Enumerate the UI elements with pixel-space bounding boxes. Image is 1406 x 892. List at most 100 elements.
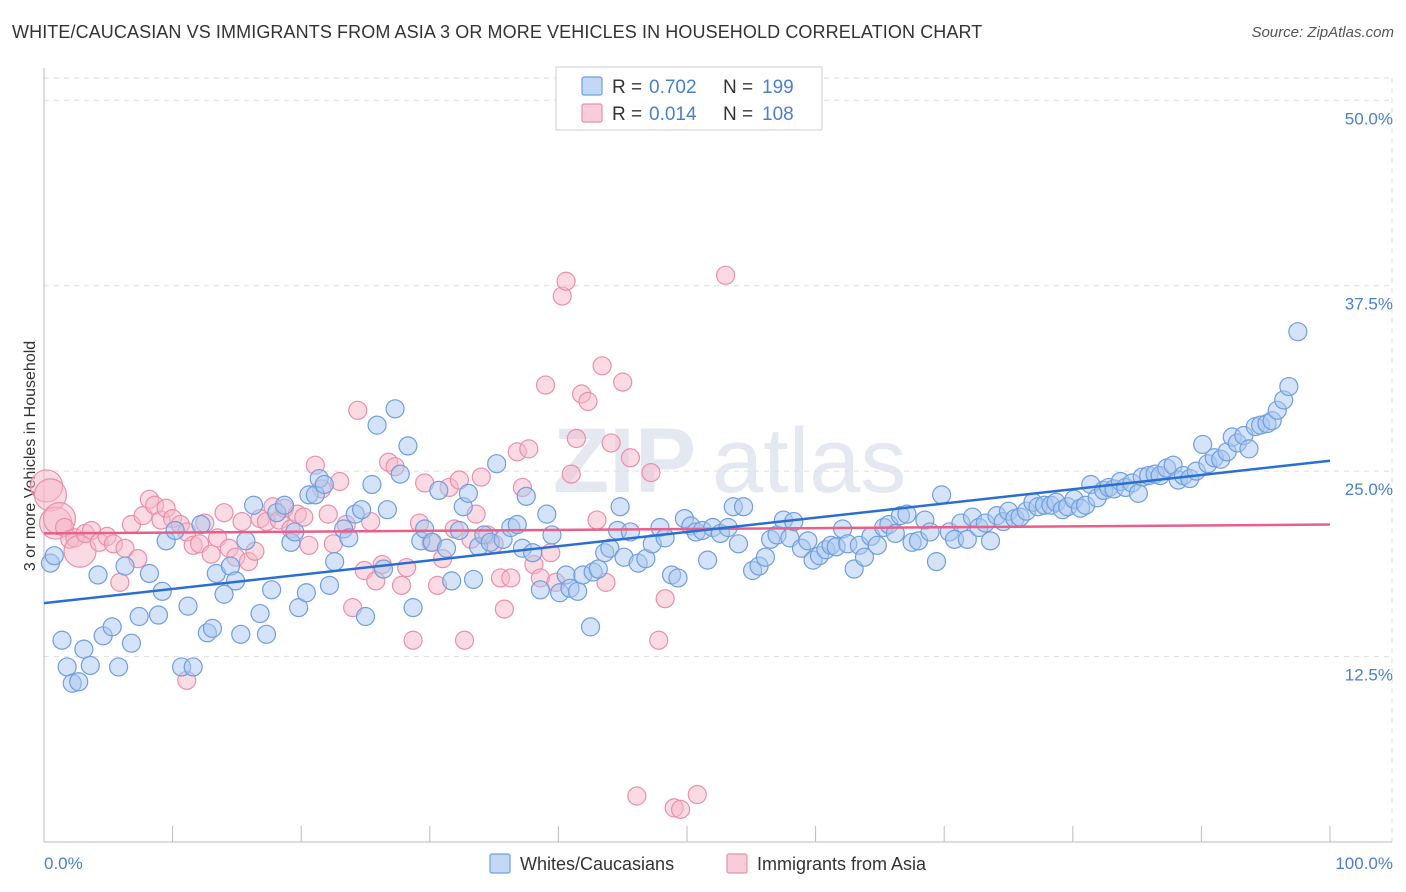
- point-whites-115: [733, 497, 754, 517]
- point-whites-181: [1128, 483, 1148, 503]
- point-whites-66: [442, 571, 462, 591]
- point-asia-48: [318, 504, 338, 524]
- point-whites-79: [516, 486, 536, 506]
- point-asia-60: [391, 575, 412, 595]
- point-whites-192: [1193, 434, 1213, 455]
- watermark: ZIP atlas: [553, 410, 906, 512]
- point-asia-53: [348, 400, 368, 420]
- point-whites-81: [530, 580, 550, 600]
- series-legend-label-whites: Whites/Caucasians: [520, 854, 674, 874]
- point-asia-100: [627, 786, 647, 806]
- point-whites-53: [362, 474, 382, 495]
- series-legend: Whites/Caucasians Immigrants from Asia: [489, 853, 927, 874]
- point-asia-50: [330, 471, 350, 492]
- point-asia-44: [294, 507, 314, 527]
- point-asia-99: [620, 448, 641, 468]
- point-whites-40: [289, 598, 309, 618]
- point-asia-45: [299, 535, 319, 555]
- legend-n-label-1: N =: [723, 104, 753, 125]
- chart-source: Source: ZipAtlas.com: [1251, 24, 1394, 41]
- point-whites-83: [542, 525, 562, 545]
- point-whites-207: [1279, 376, 1299, 397]
- point-whites-97: [620, 522, 641, 542]
- point-whites-14: [129, 606, 149, 627]
- point-asia-74: [471, 467, 491, 487]
- point-asia-101: [641, 463, 661, 483]
- point-asia-90: [561, 464, 581, 484]
- point-asia-98: [613, 372, 633, 392]
- point-whites-19: [165, 520, 185, 541]
- point-whites-146: [920, 522, 940, 542]
- chart-title: WHITE/CAUCASIAN VS IMMIGRANTS FROM ASIA …: [12, 22, 983, 42]
- point-whites-104: [668, 568, 688, 588]
- point-asia-106: [687, 784, 707, 805]
- point-whites-30: [231, 624, 251, 644]
- point-whites-59: [398, 436, 418, 456]
- point-asia-78: [494, 599, 514, 619]
- point-whites-89: [580, 617, 601, 637]
- point-whites-23: [191, 514, 211, 535]
- trend-line-whites: [43, 459, 1331, 605]
- y-tick-label-2: 37.5%: [1345, 295, 1393, 314]
- point-whites-51: [352, 500, 372, 520]
- point-whites-22: [183, 657, 203, 677]
- point-whites-114: [728, 534, 749, 554]
- point-whites-64: [429, 480, 449, 501]
- point-whites-95: [610, 497, 630, 517]
- point-whites-21: [178, 596, 198, 616]
- point-whites-1: [44, 546, 64, 566]
- point-asia-71: [454, 630, 475, 650]
- legend-r-label-1: R =: [612, 104, 642, 125]
- x-tick-label-0: 0.0%: [44, 854, 83, 873]
- point-whites-46: [319, 575, 340, 595]
- point-whites-10: [102, 617, 122, 637]
- legend-n-value-1: 108: [762, 104, 794, 125]
- point-asia-34: [232, 511, 252, 532]
- legend-swatch-pink: [581, 103, 603, 123]
- point-whites-109: [697, 550, 718, 570]
- y-tick-label-0: 12.5%: [1345, 666, 1393, 685]
- point-whites-135: [854, 547, 875, 567]
- axes: [43, 68, 1392, 843]
- point-whites-152: [957, 529, 977, 549]
- point-whites-140: [885, 523, 905, 544]
- series-legend-swatch-pink: [726, 853, 748, 874]
- point-whites-11: [108, 657, 129, 677]
- point-whites-137: [867, 535, 887, 555]
- point-asia-103: [655, 589, 675, 609]
- point-whites-45: [314, 474, 334, 495]
- point-whites-58: [390, 464, 410, 484]
- point-whites-15: [139, 563, 160, 584]
- point-whites-7: [80, 655, 100, 676]
- point-whites-82: [537, 504, 557, 524]
- legend-r-label-0: R =: [612, 77, 642, 98]
- trend-line-asia: [43, 523, 1331, 535]
- point-whites-118: [755, 547, 776, 567]
- legend-r-value-0: 0.702: [649, 77, 697, 98]
- point-whites-148: [932, 485, 952, 505]
- point-whites-156: [980, 531, 1001, 551]
- point-asia-89: [556, 271, 576, 291]
- point-whites-125: [798, 531, 818, 551]
- point-whites-91: [588, 559, 608, 579]
- point-whites-37: [274, 495, 295, 515]
- point-whites-5: [69, 672, 89, 692]
- x-tick-label-100: 100.0%: [1335, 854, 1393, 873]
- point-whites-60: [403, 598, 423, 618]
- point-whites-2: [52, 630, 72, 650]
- point-whites-16: [148, 605, 169, 625]
- point-whites-52: [355, 606, 376, 627]
- legend-n-value-0: 199: [762, 77, 794, 98]
- point-whites-55: [373, 559, 394, 579]
- point-whites-47: [325, 552, 345, 572]
- point-whites-57: [385, 399, 405, 419]
- point-whites-8: [88, 565, 108, 585]
- point-asia-102: [649, 630, 669, 650]
- point-whites-74: [487, 454, 507, 474]
- point-whites-13: [121, 633, 142, 653]
- point-asia-107: [715, 265, 736, 285]
- point-asia-95: [592, 356, 612, 376]
- watermark-atlas: atlas: [712, 410, 906, 512]
- point-whites-142: [897, 504, 917, 524]
- point-whites-27: [214, 584, 234, 604]
